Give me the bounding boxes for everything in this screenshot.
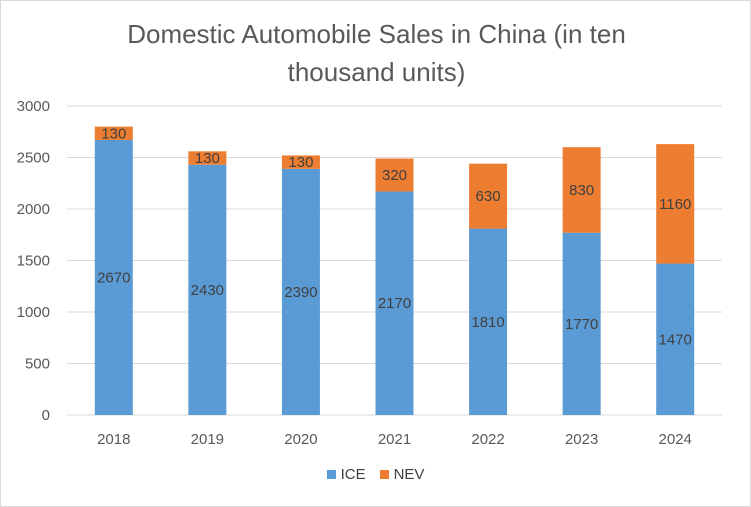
bar-ice [469,228,508,415]
bar-ice [375,191,414,415]
data-label-nev: 1160 [659,196,691,213]
bar-ice [656,263,695,415]
data-label-ice: 2390 [284,284,317,301]
x-tick-label: 2019 [191,431,224,448]
bar-ice [562,232,601,415]
y-tick-label: 3000 [17,98,50,115]
bar-ice [281,168,320,415]
bar-nev [656,144,695,264]
chart-legend: ICE NEV [0,466,751,483]
bar-ice [188,164,227,415]
data-label-ice: 2430 [191,282,224,299]
y-tick-label: 2500 [17,150,50,167]
y-tick-label: 500 [25,356,50,373]
bar-nev [188,151,227,165]
bar-nev [469,163,508,229]
legend-item-ice: ICE [326,466,366,483]
bar-nev [375,158,414,192]
data-label-ice: 2170 [378,295,411,312]
data-label-ice: 1770 [565,316,598,333]
legend-label-ice: ICE [340,466,366,483]
x-tick-label: 2024 [659,431,692,448]
data-label-nev: 130 [101,125,126,142]
legend-swatch-ice [326,470,336,479]
data-label-nev: 630 [476,188,501,205]
x-tick-label: 2023 [565,431,598,448]
y-tick-label: 2000 [17,201,50,218]
data-label-nev: 830 [569,182,594,199]
x-tick-label: 2021 [378,431,411,448]
data-label-ice: 2670 [97,269,130,286]
y-tick-label: 1000 [17,304,50,321]
data-label-nev: 130 [195,150,220,167]
data-label-ice: 1810 [471,314,504,331]
y-tick-label: 1500 [17,253,50,270]
y-tick-label: 0 [42,407,50,424]
x-tick-label: 2022 [471,431,504,448]
x-tick-label: 2020 [284,431,317,448]
data-label-ice: 1470 [659,331,692,348]
bar-ice [94,139,133,416]
legend-item-nev: NEV [379,466,425,483]
bar-nev [562,147,601,233]
x-tick-label: 2018 [97,431,130,448]
legend-swatch-nev [379,470,389,479]
data-label-nev: 320 [382,167,407,184]
chart-title: Domestic Automobile Sales in China (in t… [127,19,626,87]
legend-label-nev: NEV [393,466,425,483]
bar-nev [281,155,320,169]
bar-nev [94,126,133,140]
data-label-nev: 130 [288,154,313,171]
